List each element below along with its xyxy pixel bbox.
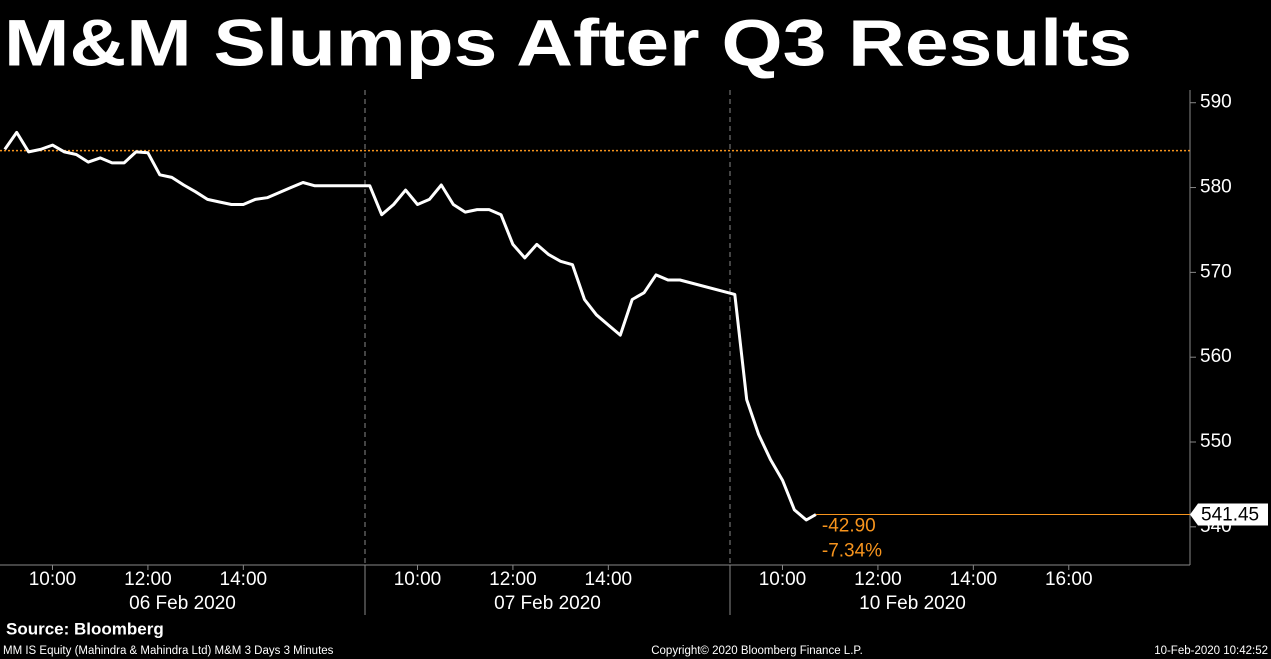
last-price-label: 541.45 xyxy=(1201,505,1259,526)
x-tick-label: 16:00 xyxy=(1045,569,1093,590)
x-tick-label: 10:00 xyxy=(759,569,807,590)
y-tick-label: 580 xyxy=(1200,177,1232,198)
last-price-box xyxy=(1190,503,1268,526)
y-tick-label: 560 xyxy=(1200,346,1232,367)
x-tick-label: 14:00 xyxy=(220,569,268,590)
chart-title: M&M Slumps After Q3 Results xyxy=(4,5,1132,79)
y-tick-label: 590 xyxy=(1200,92,1232,113)
footer-right: 10-Feb-2020 10:42:52 xyxy=(1154,645,1268,657)
x-date-label: 07 Feb 2020 xyxy=(494,593,601,614)
change-pct-label: -7.34% xyxy=(822,541,882,562)
x-tick-label: 14:00 xyxy=(585,569,633,590)
x-tick-label: 10:00 xyxy=(29,569,77,590)
change-label: -42.90 xyxy=(822,516,876,537)
price-line xyxy=(3,130,817,522)
y-tick-label: 550 xyxy=(1200,431,1232,452)
y-tick-label: 570 xyxy=(1200,261,1232,282)
x-tick-label: 12:00 xyxy=(854,569,902,590)
x-date-label: 06 Feb 2020 xyxy=(129,593,236,614)
x-tick-label: 10:00 xyxy=(394,569,442,590)
source: Source: Bloomberg xyxy=(6,619,164,638)
x-tick-label: 12:00 xyxy=(124,569,172,590)
footer-center: Copyright© 2020 Bloomberg Finance L.P. xyxy=(651,645,863,657)
x-tick-label: 14:00 xyxy=(950,569,998,590)
footer-left: MM IS Equity (Mahindra & Mahindra Ltd) M… xyxy=(3,645,334,657)
x-date-label: 10 Feb 2020 xyxy=(859,593,966,614)
x-tick-label: 12:00 xyxy=(489,569,537,590)
